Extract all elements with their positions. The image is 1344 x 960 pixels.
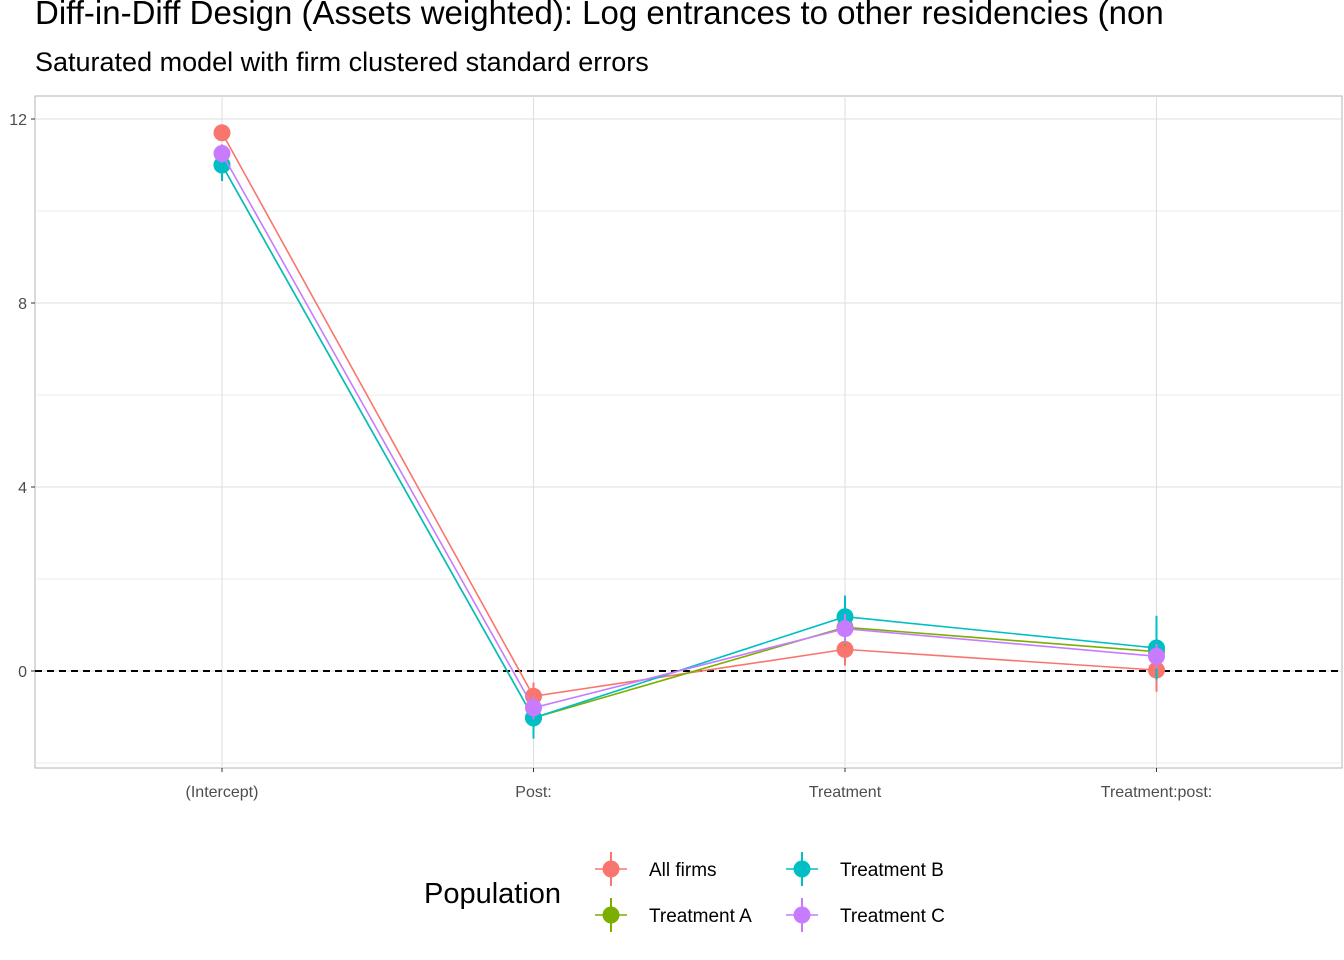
series-line [221,153,1157,709]
y-tick-label: 12 [9,112,27,129]
chart-title: Diff-in-Diff Design (Assets weighted): L… [35,0,1164,31]
data-point [213,124,231,142]
x-tick-label: Post: [515,784,551,801]
chart-subtitle: Saturated model with firm clustered stan… [35,47,649,77]
x-tick-label: (Intercept) [186,784,259,801]
legend-item-treatment-a: Treatment A [595,898,752,932]
data-point [836,620,854,638]
legend-label: Treatment A [649,906,752,927]
legend-label: Treatment B [840,860,944,881]
legend-item-all-firms: All firms [595,852,717,886]
series-line [221,164,1157,719]
legend-item-treatment-b: Treatment B [786,852,944,886]
legend-key-point [793,860,811,878]
legend-key-point [793,906,811,924]
y-tick-label: 0 [18,664,27,681]
plot-panel: 0 4 8 12 (Intercept) Post: Treatment Treatment:… [9,95,1343,801]
y-tick-label: 8 [18,296,27,313]
data-point [525,699,542,717]
legend-key-point [602,860,620,878]
legend-key-point [602,906,620,924]
y-tick-label: 4 [18,480,27,497]
legend-label: All firms [649,860,717,881]
legend-label: Treatment C [840,906,945,927]
legend-item-treatment-c: Treatment C [786,898,945,932]
legend-title: Population [424,878,561,910]
data-point [213,145,231,162]
legend: Population All firms Treatment A Treatment … [424,852,945,932]
data-point [1148,647,1165,665]
x-tick-label: Treatment:post: [1101,784,1212,801]
chart-marks [35,124,1342,739]
series-treatment-c [213,144,1165,720]
data-point [836,640,854,658]
x-tick-label: Treatment [809,784,882,801]
